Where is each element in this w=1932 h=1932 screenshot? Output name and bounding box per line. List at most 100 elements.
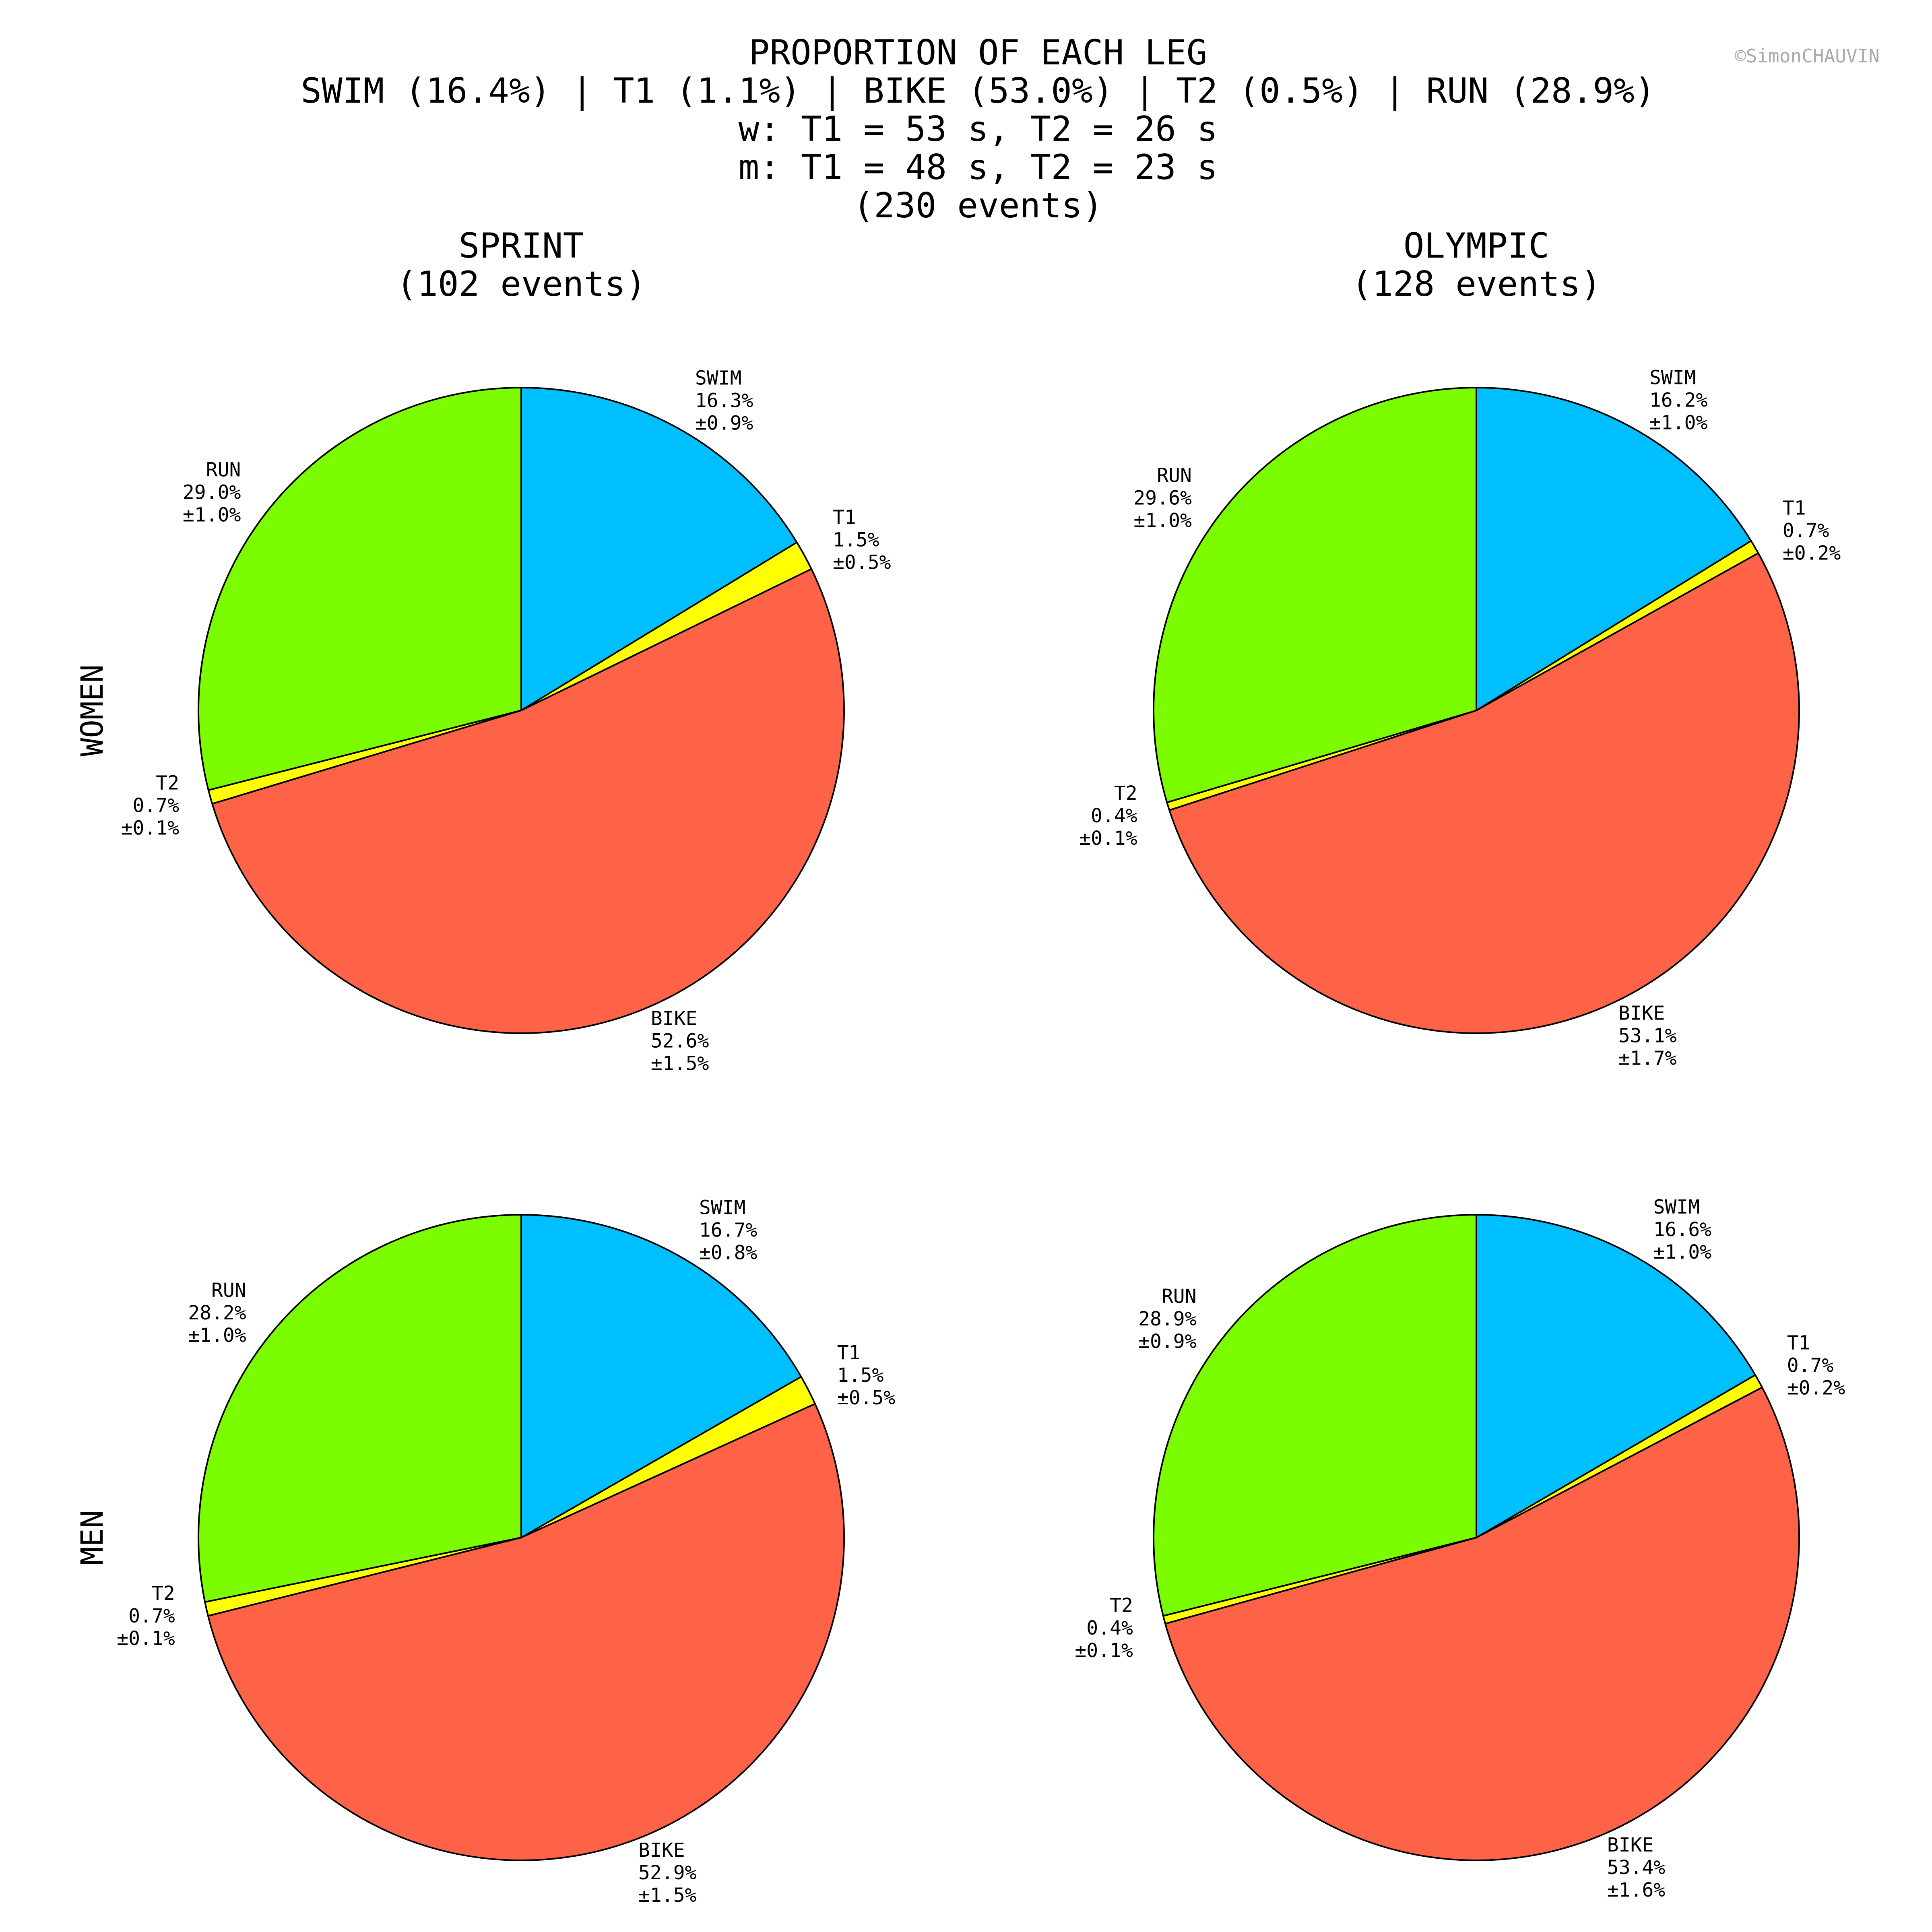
slice-percent: 16.3%: [695, 390, 753, 412]
slice-label-t2: T2 0.7% ±0.1%: [117, 1582, 175, 1650]
pie-charts: SWIM 16.3% ±0.9%T1 1.5% ±0.5%BIKE 52.6% ±1.5%T…: [117, 367, 1845, 1907]
slice-label-bike: BIKE 52.6% ±1.5%: [651, 1007, 709, 1075]
slice-name: BIKE: [638, 1839, 685, 1862]
slice-percent: 0.7%: [1787, 1354, 1834, 1377]
slice-name: BIKE: [1618, 1002, 1665, 1025]
slice-error: ±0.9%: [695, 412, 753, 435]
pie-women-olympic: SWIM 16.2% ±1.0%T1 0.7% ±0.2%BIKE 53.1% ±1.7%T…: [1079, 367, 1841, 1070]
slice-name: BIKE: [651, 1007, 698, 1030]
slice-error: ±0.2%: [1787, 1377, 1845, 1399]
slice-swim: [520, 1214, 802, 1538]
slice-error: ±1.0%: [1653, 1241, 1712, 1263]
slice-label-t2: T2 0.4% ±0.1%: [1079, 782, 1137, 850]
slice-error: ±1.0%: [1649, 412, 1708, 434]
slice-label-t1: T1 1.5% ±0.5%: [837, 1342, 896, 1409]
slice-error: ±1.0%: [1133, 510, 1192, 532]
row-label-men: MEN: [74, 1510, 110, 1565]
slice-error: ±0.1%: [1079, 827, 1137, 850]
slice-percent: 53.1%: [1618, 1025, 1677, 1047]
men-transition-times: m: T1 = 48 s, T2 = 23 s: [739, 147, 1218, 188]
slice-name: T1: [1783, 497, 1806, 519]
slice-percent: 0.7%: [128, 1605, 175, 1627]
slice-label-swim: SWIM 16.2% ±1.0%: [1649, 367, 1708, 434]
slice-percent: 16.7%: [699, 1219, 758, 1242]
slice-name: BIKE: [1607, 1834, 1654, 1856]
pie-men-olympic: SWIM 16.6% ±1.0% T1 0.7% ±0.2% BIKE 53.4% ±1.6% T…: [1075, 1196, 1845, 1901]
slice-error: ±0.2%: [1783, 542, 1841, 564]
slice-name: SWIM: [1649, 367, 1696, 389]
slice-label-t1: T1 1.5% ±0.5%: [833, 506, 891, 574]
slice-percent: 0.4%: [1091, 805, 1137, 827]
slice-name: T2: [1110, 1594, 1133, 1617]
slice-name: SWIM: [1653, 1196, 1700, 1218]
slice-percent: 16.6%: [1653, 1218, 1712, 1241]
slice-error: ±0.5%: [837, 1387, 896, 1409]
slice-label-t1: T1 0.7% ±0.2%: [1783, 497, 1841, 564]
slice-percent: 29.6%: [1133, 487, 1192, 510]
total-events: (230 events): [853, 186, 1103, 226]
slice-percent: 0.7%: [1783, 519, 1829, 542]
column-subtitle-sprint: (102 events): [396, 264, 646, 304]
column-title-sprint: SPRINT: [459, 226, 584, 266]
slice-label-swim: SWIM 16.7% ±0.8%: [699, 1197, 758, 1264]
slice-label-run: RUN 29.0% ±1.0%: [183, 459, 241, 526]
slice-name: T1: [833, 506, 856, 529]
slice-error: ±0.8%: [699, 1242, 758, 1264]
slice-error: ±1.5%: [638, 1884, 697, 1907]
figure-title: PROPORTION OF EACH LEG: [749, 33, 1207, 73]
slice-name: RUN: [206, 459, 241, 481]
slice-name: T2: [156, 772, 179, 795]
slice-percent: 1.5%: [837, 1364, 884, 1387]
slice-run: [198, 387, 522, 791]
slice-name: RUN: [1162, 1285, 1197, 1308]
row-label-women: WOMEN: [74, 665, 110, 757]
slice-error: ±0.9%: [1138, 1330, 1197, 1353]
slice-error: ±1.0%: [188, 1324, 246, 1347]
slice-label-t2: T2 0.4% ±0.1%: [1075, 1594, 1133, 1662]
slice-percent: 29.0%: [183, 481, 241, 504]
slice-error: ±0.5%: [833, 551, 891, 574]
slice-percent: 28.9%: [1138, 1308, 1197, 1330]
slice-swim: [1476, 387, 1752, 711]
slice-percent: 52.6%: [651, 1030, 709, 1052]
slice-percent: 28.2%: [188, 1302, 246, 1324]
slice-percent: 52.9%: [638, 1862, 697, 1884]
slice-error: ±1.0%: [183, 504, 241, 526]
slice-bike: [1168, 552, 1800, 1034]
slice-error: ±0.1%: [121, 817, 180, 840]
slice-error: ±0.1%: [1075, 1639, 1133, 1662]
slice-name: RUN: [1157, 464, 1192, 487]
pie-women-sprint: SWIM 16.3% ±0.9% T1 1.5% ±0.5% BIKE 52.6% ±1.5% T…: [121, 367, 891, 1075]
slice-error: ±1.7%: [1618, 1047, 1677, 1070]
slice-label-run: RUN 28.2% ±1.0%: [188, 1279, 246, 1347]
slice-percent: 53.4%: [1607, 1856, 1666, 1879]
slice-label-t2: T2 0.7% ±0.1%: [121, 772, 180, 840]
slice-label-t1: T1 0.7% ±0.2%: [1787, 1332, 1845, 1399]
slice-label-run: RUN 28.9% ±0.9%: [1138, 1285, 1197, 1353]
slice-name: T1: [1787, 1332, 1810, 1354]
slice-run: [198, 1214, 522, 1603]
slice-label-run: RUN 29.6% ±1.0%: [1133, 464, 1192, 532]
slice-bike: [211, 568, 845, 1034]
slice-run: [1153, 387, 1477, 803]
slice-percent: 0.7%: [133, 795, 180, 817]
slice-label-bike: BIKE 53.1% ±1.7%: [1618, 1002, 1677, 1070]
slice-bike: [1164, 1386, 1800, 1861]
women-transition-times: w: T1 = 53 s, T2 = 26 s: [739, 109, 1218, 149]
slice-percent: 1.5%: [833, 529, 879, 551]
slice-name: T2: [1114, 782, 1137, 805]
slice-name: T1: [837, 1342, 861, 1364]
slice-label-swim: SWIM 16.3% ±0.9%: [695, 367, 753, 435]
column-title-olympic: OLYMPIC: [1404, 226, 1549, 266]
slice-name: SWIM: [695, 367, 742, 390]
column-subtitle-olympic: (128 events): [1351, 264, 1601, 304]
slice-label-bike: BIKE 52.9% ±1.5%: [638, 1839, 697, 1907]
slice-swim: [520, 387, 798, 711]
slice-run: [1153, 1214, 1477, 1617]
slice-percent: 16.2%: [1649, 389, 1708, 412]
overall-proportions: SWIM (16.4%) | T1 (1.1%) | BIKE (53.0%) …: [301, 71, 1655, 111]
slice-label-bike: BIKE 53.4% ±1.6%: [1607, 1834, 1666, 1901]
pie-men-sprint: SWIM 16.7% ±0.8% T1 1.5% ±0.5% BIKE 52.9% ±1.5% T…: [117, 1197, 895, 1907]
slice-percent: 0.4%: [1086, 1617, 1133, 1639]
